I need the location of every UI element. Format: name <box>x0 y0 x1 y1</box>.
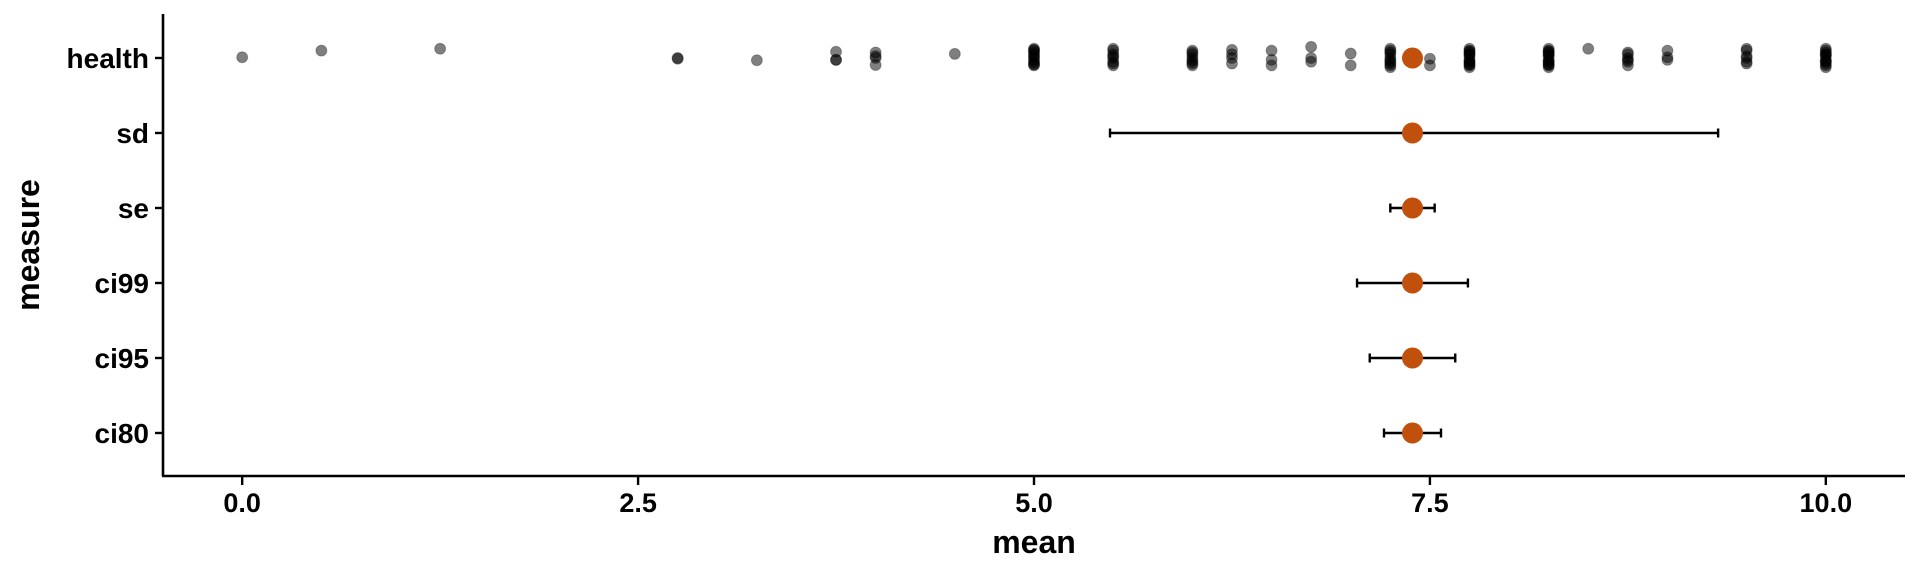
y-axis-ticks: health sd se ci99 ci95 ci80 <box>67 43 163 449</box>
mean-point-sd <box>1401 122 1423 144</box>
mean-point-ci80 <box>1401 422 1423 444</box>
y-tick-label: health <box>67 43 149 74</box>
y-tick-label: ci99 <box>95 268 150 299</box>
raw-data-point <box>1265 59 1278 72</box>
x-tick-label: 2.5 <box>619 488 657 518</box>
x-axis-title: mean <box>992 524 1076 560</box>
raw-data-point <box>1542 45 1555 58</box>
mean-point-ci99 <box>1401 272 1423 294</box>
raw-data-point <box>1305 40 1318 53</box>
raw-data-point <box>671 52 684 64</box>
mean-points-layer <box>1401 47 1423 444</box>
raw-data-point <box>1819 54 1832 67</box>
raw-data-point <box>1028 42 1040 55</box>
x-tick-label: 5.0 <box>1015 488 1053 518</box>
raw-data-point <box>1225 57 1238 70</box>
raw-data-point <box>1661 53 1674 66</box>
raw-data-point <box>1305 55 1318 68</box>
raw-data-point <box>1463 58 1476 71</box>
raw-data-point <box>869 46 882 59</box>
y-tick-label: ci95 <box>95 343 150 374</box>
raw-data-point <box>1384 61 1397 74</box>
raw-data-point <box>830 45 843 58</box>
raw-data-point <box>1344 47 1357 60</box>
raw-data-point <box>1582 42 1595 55</box>
raw-data-point <box>1740 50 1753 63</box>
x-tick-label: 7.5 <box>1411 488 1449 518</box>
raw-data-point <box>1225 43 1238 56</box>
raw-data-point <box>1344 59 1357 72</box>
raw-data-point <box>750 54 763 67</box>
raw-data-point <box>1186 46 1199 59</box>
raw-data-point <box>1186 57 1199 70</box>
raw-data-point <box>1463 45 1476 58</box>
raw-data-point <box>1107 50 1120 63</box>
mean-point-ci95 <box>1401 347 1423 369</box>
raw-data-point <box>1621 53 1634 66</box>
x-tick-label: 0.0 <box>223 488 261 518</box>
y-axis-title: measure <box>10 179 46 311</box>
y-tick-label: se <box>118 193 149 224</box>
raw-points-layer <box>236 40 1832 74</box>
raw-data-point <box>1423 59 1436 72</box>
y-tick-label: sd <box>116 118 149 149</box>
raw-data-point <box>1542 58 1555 71</box>
y-tick-label: ci80 <box>95 418 150 449</box>
raw-data-point <box>434 42 447 55</box>
raw-data-point <box>1384 42 1397 55</box>
x-tick-label: 10.0 <box>1800 488 1853 518</box>
raw-data-point <box>236 51 249 64</box>
raw-data-point <box>948 47 961 60</box>
raw-data-point <box>315 44 328 57</box>
raw-data-point <box>1028 59 1040 72</box>
mean-point-health <box>1401 47 1423 69</box>
mean-point-se <box>1401 197 1423 219</box>
raw-data-point <box>1265 44 1278 57</box>
x-axis-ticks: 0.0 2.5 5.0 7.5 10.0 <box>223 476 1852 518</box>
